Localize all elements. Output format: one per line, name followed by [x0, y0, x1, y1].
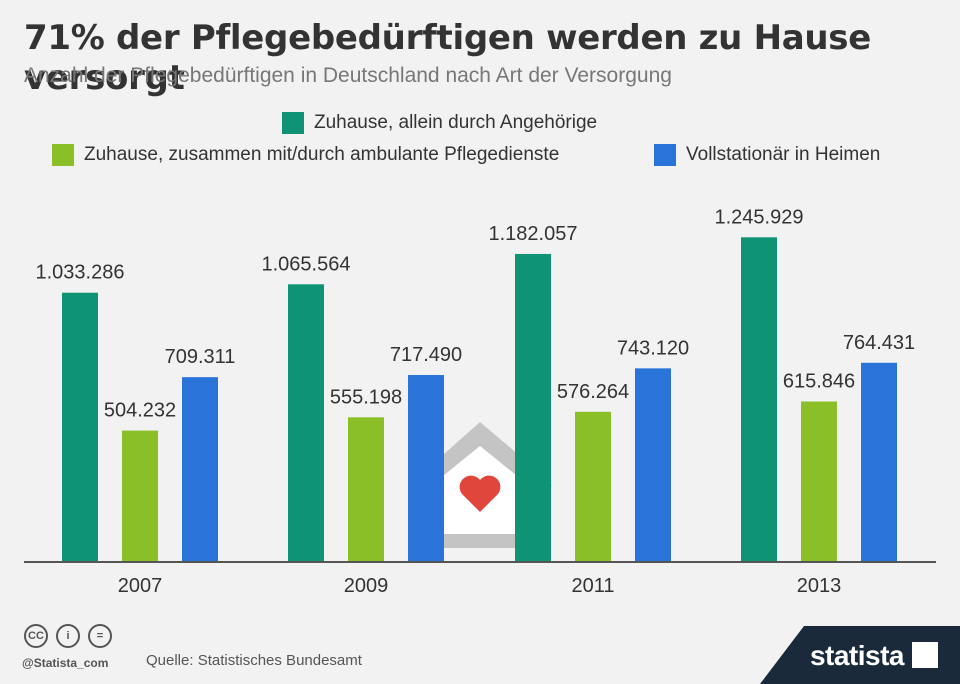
source-note: Quelle: Statistisches Bundesamt [146, 652, 362, 669]
legend-item-home-relatives: Zuhause, allein durch Angehörige [282, 112, 597, 134]
bar-2011-series-0 [515, 253, 551, 562]
data-label: 1.033.286 [36, 262, 125, 284]
attribution-icon: i [56, 624, 80, 648]
chart-title: 71% der Pflegebedürftigen werden zu Haus… [24, 18, 871, 98]
bar-2007-series-1 [122, 430, 158, 562]
creative-commons-icon: CC [24, 624, 48, 648]
no-derivatives-icon: = [88, 624, 112, 648]
legend-label: Zuhause, allein durch Angehörige [314, 112, 598, 133]
bar-2013-series-0 [741, 237, 777, 562]
bar-2009-series-0 [288, 284, 324, 562]
bar-2007-series-0 [62, 292, 98, 562]
bar-2011-series-2 [635, 368, 671, 562]
x-tick-label: 2011 [571, 575, 614, 597]
data-label: 504.232 [104, 400, 176, 422]
data-label: 1.245.929 [715, 206, 804, 228]
data-label: 743.120 [617, 337, 689, 359]
license-icons: CC i = [24, 624, 112, 648]
bar-2009-series-1 [348, 417, 384, 562]
bar-2013-series-1 [801, 401, 837, 562]
statista-logo-icon [912, 642, 938, 668]
data-label: 1.065.564 [262, 253, 351, 275]
bar-2011-series-1 [575, 411, 611, 562]
x-tick-label: 2013 [797, 575, 842, 597]
data-label: 555.198 [330, 386, 402, 408]
data-label: 576.264 [557, 381, 629, 403]
data-label: 615.846 [783, 371, 855, 393]
x-tick-label: 2009 [344, 575, 389, 597]
x-tick-label: 2007 [118, 575, 163, 597]
bar-2007-series-2 [182, 377, 218, 562]
statista-handle: @Statista_com [22, 656, 109, 670]
data-label: 764.431 [843, 332, 915, 354]
legend-swatch [282, 112, 304, 134]
data-label: 1.182.057 [489, 223, 578, 245]
legend-item-nursing-home: Vollstationär in Heimen [654, 144, 880, 166]
bar-2009-series-2 [408, 375, 444, 562]
legend-swatch [52, 144, 74, 166]
data-label: 709.311 [165, 346, 236, 368]
legend-label: Zuhause, zusammen mit/durch ambulante Pf… [84, 144, 560, 165]
legend-label: Vollstationär in Heimen [686, 144, 881, 165]
data-label: 717.490 [390, 344, 462, 366]
bar-2013-series-2 [861, 362, 897, 562]
legend-item-home-ambulant: Zuhause, zusammen mit/durch ambulante Pf… [52, 144, 559, 166]
chart-subtitle: Anzahl der Pflegebedürftigen in Deutschl… [24, 64, 672, 87]
legend-swatch [654, 144, 676, 166]
statista-logo: statista [809, 640, 905, 671]
